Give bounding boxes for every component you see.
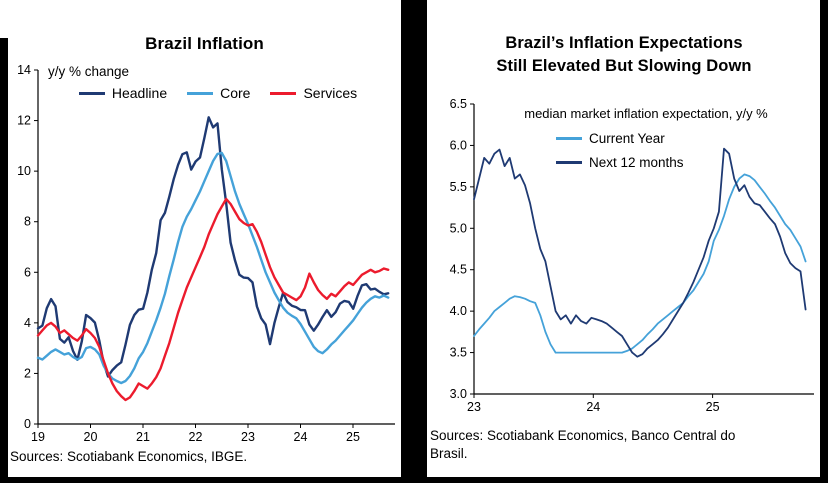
legend-item-current-year: Current Year xyxy=(556,131,684,146)
left-axis-unit-label: y/y % change xyxy=(48,64,130,79)
svg-text:4.5: 4.5 xyxy=(450,263,467,277)
page-edge-right xyxy=(820,0,828,483)
svg-text:6.5: 6.5 xyxy=(450,97,467,111)
svg-text:25: 25 xyxy=(346,430,360,444)
svg-text:10: 10 xyxy=(17,164,31,178)
svg-text:21: 21 xyxy=(136,430,150,444)
page-edge-bottom xyxy=(0,477,828,483)
legend-label: Headline xyxy=(111,85,168,101)
left-source-note: Sources: Scotiabank Economics, IBGE. xyxy=(10,449,248,464)
legend-item-services: Services xyxy=(270,85,357,101)
svg-text:23: 23 xyxy=(241,430,255,444)
legend-line-swatch xyxy=(78,91,105,95)
legend-item-headline: Headline xyxy=(78,85,168,101)
svg-text:5.5: 5.5 xyxy=(450,180,467,194)
left-chart-panel: Brazil Inflation 0 2 4 6 8 10 12 14 19 20 21 22 23 24… xyxy=(8,0,401,477)
svg-text:8: 8 xyxy=(24,215,31,229)
expectations-chart-svg: 3.0 3.5 4.0 4.5 5.0 5.5 6.0 6.5 23 24 25 xyxy=(450,97,814,414)
svg-text:0: 0 xyxy=(24,417,31,431)
svg-text:4.0: 4.0 xyxy=(450,304,467,318)
legend-line-swatch xyxy=(270,91,297,95)
svg-text:4: 4 xyxy=(24,316,31,330)
legend-item-next-12-months: Next 12 months xyxy=(556,155,684,170)
left-chart-legend: Headline Core Services xyxy=(8,85,400,101)
right-chart-title-line2: Still Elevated But Slowing Down xyxy=(496,57,752,75)
right-source-line1: Sources: Scotiabank Economics, Banco Cen… xyxy=(430,428,736,443)
svg-text:22: 22 xyxy=(189,430,203,444)
svg-text:20: 20 xyxy=(84,430,98,444)
right-source-line2: Brasil. xyxy=(430,446,468,461)
svg-text:3.5: 3.5 xyxy=(450,346,467,360)
left-chart-area: 0 2 4 6 8 10 12 14 19 20 21 22 23 24 25 y/y % change H… xyxy=(8,56,400,458)
right-chart-title-line1: Brazil’s Inflation Expectations xyxy=(505,34,743,52)
svg-text:6: 6 xyxy=(24,265,31,279)
legend-item-core: Core xyxy=(187,85,250,101)
right-chart-panel: Brazil’s Inflation Expectations Still El… xyxy=(428,0,820,477)
svg-text:12: 12 xyxy=(17,114,31,128)
legend-line-swatch xyxy=(556,137,582,140)
svg-text:5.0: 5.0 xyxy=(450,221,467,235)
right-chart-subtitle: median market inflation expectation, y/y… xyxy=(524,106,768,121)
svg-text:24: 24 xyxy=(294,430,308,444)
svg-text:14: 14 xyxy=(17,63,31,77)
right-source-note: Sources: Scotiabank Economics, Banco Cen… xyxy=(430,427,735,463)
right-chart-legend: Current Year Next 12 months xyxy=(556,131,684,170)
legend-label: Next 12 months xyxy=(589,155,684,170)
page-edge-left xyxy=(0,38,8,483)
legend-line-swatch xyxy=(556,161,582,164)
svg-text:23: 23 xyxy=(467,400,481,414)
legend-label: Current Year xyxy=(589,131,665,146)
left-chart-title: Brazil Inflation xyxy=(145,34,264,53)
legend-label: Core xyxy=(220,85,251,101)
svg-text:2: 2 xyxy=(24,366,31,380)
legend-label: Services xyxy=(303,85,358,101)
svg-text:25: 25 xyxy=(706,400,720,414)
svg-text:19: 19 xyxy=(31,430,45,444)
legend-line-swatch xyxy=(187,91,214,95)
svg-text:24: 24 xyxy=(586,400,600,414)
svg-text:3.0: 3.0 xyxy=(450,387,467,401)
svg-text:6.0: 6.0 xyxy=(450,138,467,152)
panel-divider-bar xyxy=(401,0,427,483)
right-chart-area: 3.0 3.5 4.0 4.5 5.0 5.5 6.0 6.5 23 24 25 median ma… xyxy=(428,94,820,424)
